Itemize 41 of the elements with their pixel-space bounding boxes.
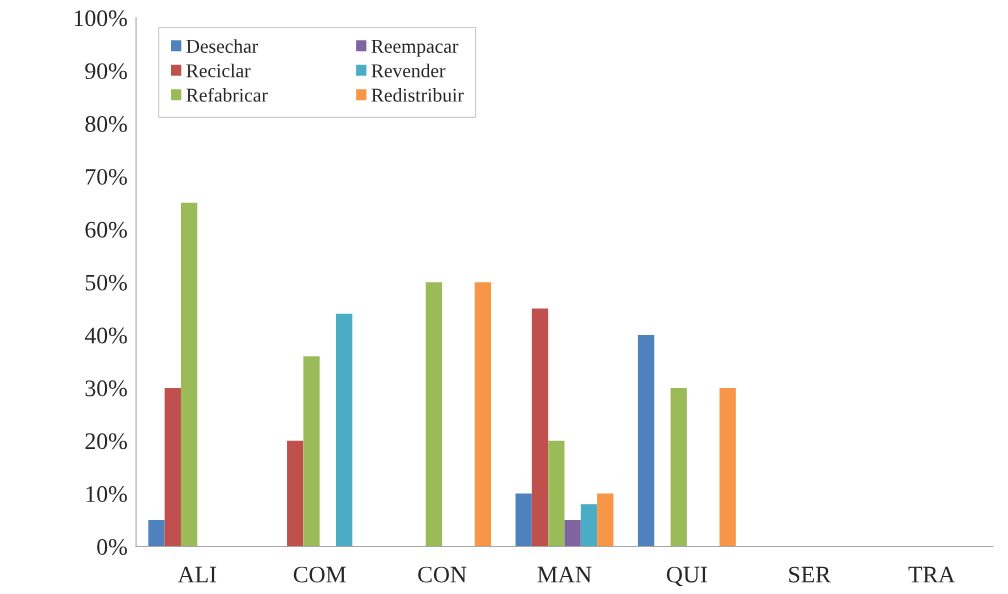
y-tick-label: 70%	[86, 168, 127, 185]
x-tick-label: MAN	[537, 566, 592, 583]
bar	[425, 282, 443, 547]
x-tick-label: COM	[293, 566, 346, 583]
bar	[148, 520, 165, 547]
bar	[164, 387, 181, 547]
y-tick-label: 0%	[97, 538, 127, 555]
bar	[180, 202, 198, 547]
bar	[548, 440, 565, 547]
y-tick-label: 80%	[85, 116, 127, 133]
y-tick-label: 100%	[74, 10, 127, 27]
legend-label: Redistribuir	[371, 88, 464, 102]
y-tick-label: 90%	[85, 63, 127, 80]
y-tick-label: 40%	[84, 327, 127, 344]
bar	[287, 440, 304, 547]
y-tick-label: 20%	[85, 433, 127, 450]
x-tick-label: SER	[789, 566, 831, 583]
y-tick-label: 50%	[85, 274, 127, 291]
bar	[564, 520, 581, 547]
legend-label: Reciclar	[186, 63, 251, 78]
legend-label: Refabricar	[186, 87, 268, 102]
bar	[580, 504, 598, 547]
x-tick-label: CON	[418, 566, 467, 583]
y-tick-label: 60%	[85, 221, 127, 238]
x-tick-label: TRA	[908, 566, 956, 583]
bar	[303, 356, 320, 547]
bar	[719, 387, 736, 547]
legend-label: Desechar	[186, 39, 259, 53]
bar	[515, 493, 532, 547]
legend-label: Reempacar	[371, 39, 459, 57]
bar	[670, 387, 687, 547]
bar	[531, 308, 549, 547]
y-tick-label: 30%	[85, 380, 127, 397]
bar	[336, 313, 353, 547]
x-tick-label: ALI	[177, 566, 217, 583]
bar	[637, 335, 655, 547]
y-tick-label: 10%	[86, 486, 127, 503]
bar	[597, 493, 614, 547]
legend-label: Revender	[371, 63, 446, 78]
bar	[474, 282, 492, 547]
x-tick-label: QUI	[666, 566, 708, 587]
